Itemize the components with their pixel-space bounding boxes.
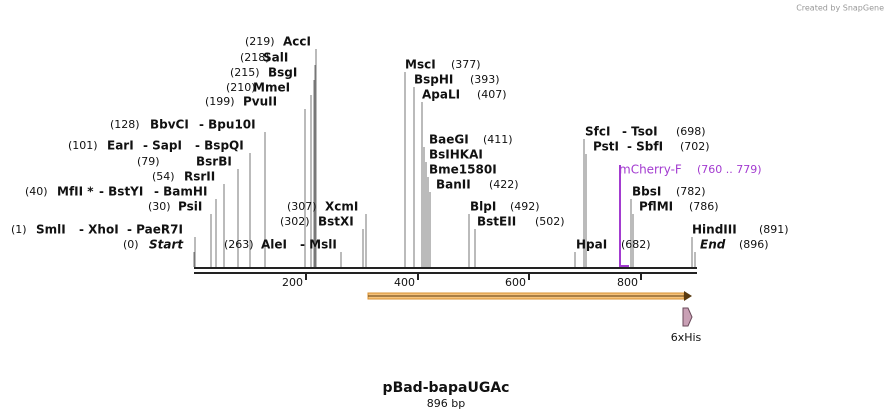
enzyme-name: BanII xyxy=(436,178,471,192)
feature-arrow xyxy=(684,291,692,301)
enzyme-name: SalI xyxy=(263,51,288,65)
site-position: (101) xyxy=(68,139,98,152)
site-position: (0) xyxy=(123,238,139,251)
feature-label: 6xHis xyxy=(671,331,702,344)
enzyme-name: BstXI xyxy=(318,215,354,229)
site-position: (407) xyxy=(477,88,507,101)
enzyme-name: - BamHI xyxy=(154,185,207,199)
site-position: (263) xyxy=(224,238,254,251)
enzyme-name: BspHI xyxy=(414,73,453,87)
site-position: (702) xyxy=(680,140,710,153)
primer-name: mCherry-F xyxy=(619,163,682,177)
primer-range: (760 .. 779) xyxy=(697,163,762,176)
site-position: (199) xyxy=(205,95,235,108)
enzyme-name: MmeI xyxy=(253,81,290,95)
enzyme-name: BlpI xyxy=(470,200,496,214)
enzyme-name: PsiI xyxy=(178,200,202,214)
map-title: pBad-bapaUGAc xyxy=(383,380,510,396)
site-position: (218) xyxy=(240,51,270,64)
site-position: (411) xyxy=(483,133,513,146)
enzyme-name: BaeGI xyxy=(429,133,469,147)
site-position: (377) xyxy=(451,58,481,71)
enzyme-name: - BspQI xyxy=(195,139,244,153)
enzyme-name: - XhoI xyxy=(79,223,119,237)
enzyme-name: MfII * xyxy=(57,185,94,199)
enzyme-name: SmlI xyxy=(36,223,66,237)
enzyme-name: AleI xyxy=(261,238,287,252)
enzyme-name: HpaI xyxy=(576,238,607,252)
site-position: (79) xyxy=(137,155,160,168)
enzyme-name: ApaLI xyxy=(422,88,460,102)
site-position: (215) xyxy=(230,66,260,79)
enzyme-name: - Bpu10I xyxy=(199,118,256,132)
enzyme-name: BbsI xyxy=(632,185,661,199)
enzyme-name: Bme1580I xyxy=(429,163,497,177)
enzyme-name: MscI xyxy=(405,58,436,72)
enzyme-name: BstEII xyxy=(477,215,516,229)
ruler-label: 800 xyxy=(617,276,638,289)
site-position: (393) xyxy=(470,73,500,86)
enzyme-name: - PaeR7I xyxy=(127,223,183,237)
site-position: (782) xyxy=(676,185,706,198)
enzyme-name: BbvCI xyxy=(150,118,189,132)
site-position: (302) xyxy=(280,215,310,228)
site-position: (502) xyxy=(535,215,565,228)
enzyme-name: BsgI xyxy=(268,66,297,80)
enzyme-name: RsrII xyxy=(184,170,215,184)
site-position: (896) xyxy=(739,238,769,251)
site-position: (422) xyxy=(489,178,519,191)
ruler-label: 200 xyxy=(282,276,303,289)
site-position: (219) xyxy=(245,35,275,48)
site-position: (30) xyxy=(148,200,171,213)
site-position: (307) xyxy=(287,200,317,213)
enzyme-name: - SapI xyxy=(143,139,182,153)
enzyme-name: PstI xyxy=(593,140,619,154)
enzyme-name: - MslI xyxy=(300,238,337,252)
site-position: (40) xyxy=(25,185,48,198)
site-position: (682) xyxy=(621,238,651,251)
enzyme-name: XcmI xyxy=(325,200,358,214)
ruler-label: 600 xyxy=(505,276,526,289)
enzyme-name: PvuII xyxy=(243,95,277,109)
enzyme-name: - SbfI xyxy=(627,140,663,154)
enzyme-name: EarI xyxy=(107,139,134,153)
site-position: (210) xyxy=(226,81,256,94)
enzyme-name: SfcI xyxy=(585,125,610,139)
enzyme-name: HindIII xyxy=(692,223,737,237)
his-tag xyxy=(682,307,693,327)
site-position: (891) xyxy=(759,223,789,236)
enzyme-name: BsIHKAI xyxy=(429,148,483,162)
enzyme-name: - BstYI xyxy=(99,185,143,199)
site-position: (786) xyxy=(689,200,719,213)
site-position: (1) xyxy=(11,223,27,236)
enzyme-name: BsrBI xyxy=(196,155,232,169)
enzyme-name: End xyxy=(700,238,726,252)
site-position: (54) xyxy=(152,170,175,183)
enzyme-name: - TsoI xyxy=(622,125,658,139)
enzyme-name: Start xyxy=(149,238,184,252)
site-position: (492) xyxy=(510,200,540,213)
site-position: (128) xyxy=(110,118,140,131)
credit: Created by SnapGene xyxy=(796,4,884,13)
site-position: (698) xyxy=(676,125,706,138)
primer xyxy=(619,165,629,267)
map-length: 896 bp xyxy=(427,397,465,410)
enzyme-name: PflMI xyxy=(639,200,673,214)
enzyme-name: AccI xyxy=(283,35,311,49)
ruler-label: 400 xyxy=(394,276,415,289)
